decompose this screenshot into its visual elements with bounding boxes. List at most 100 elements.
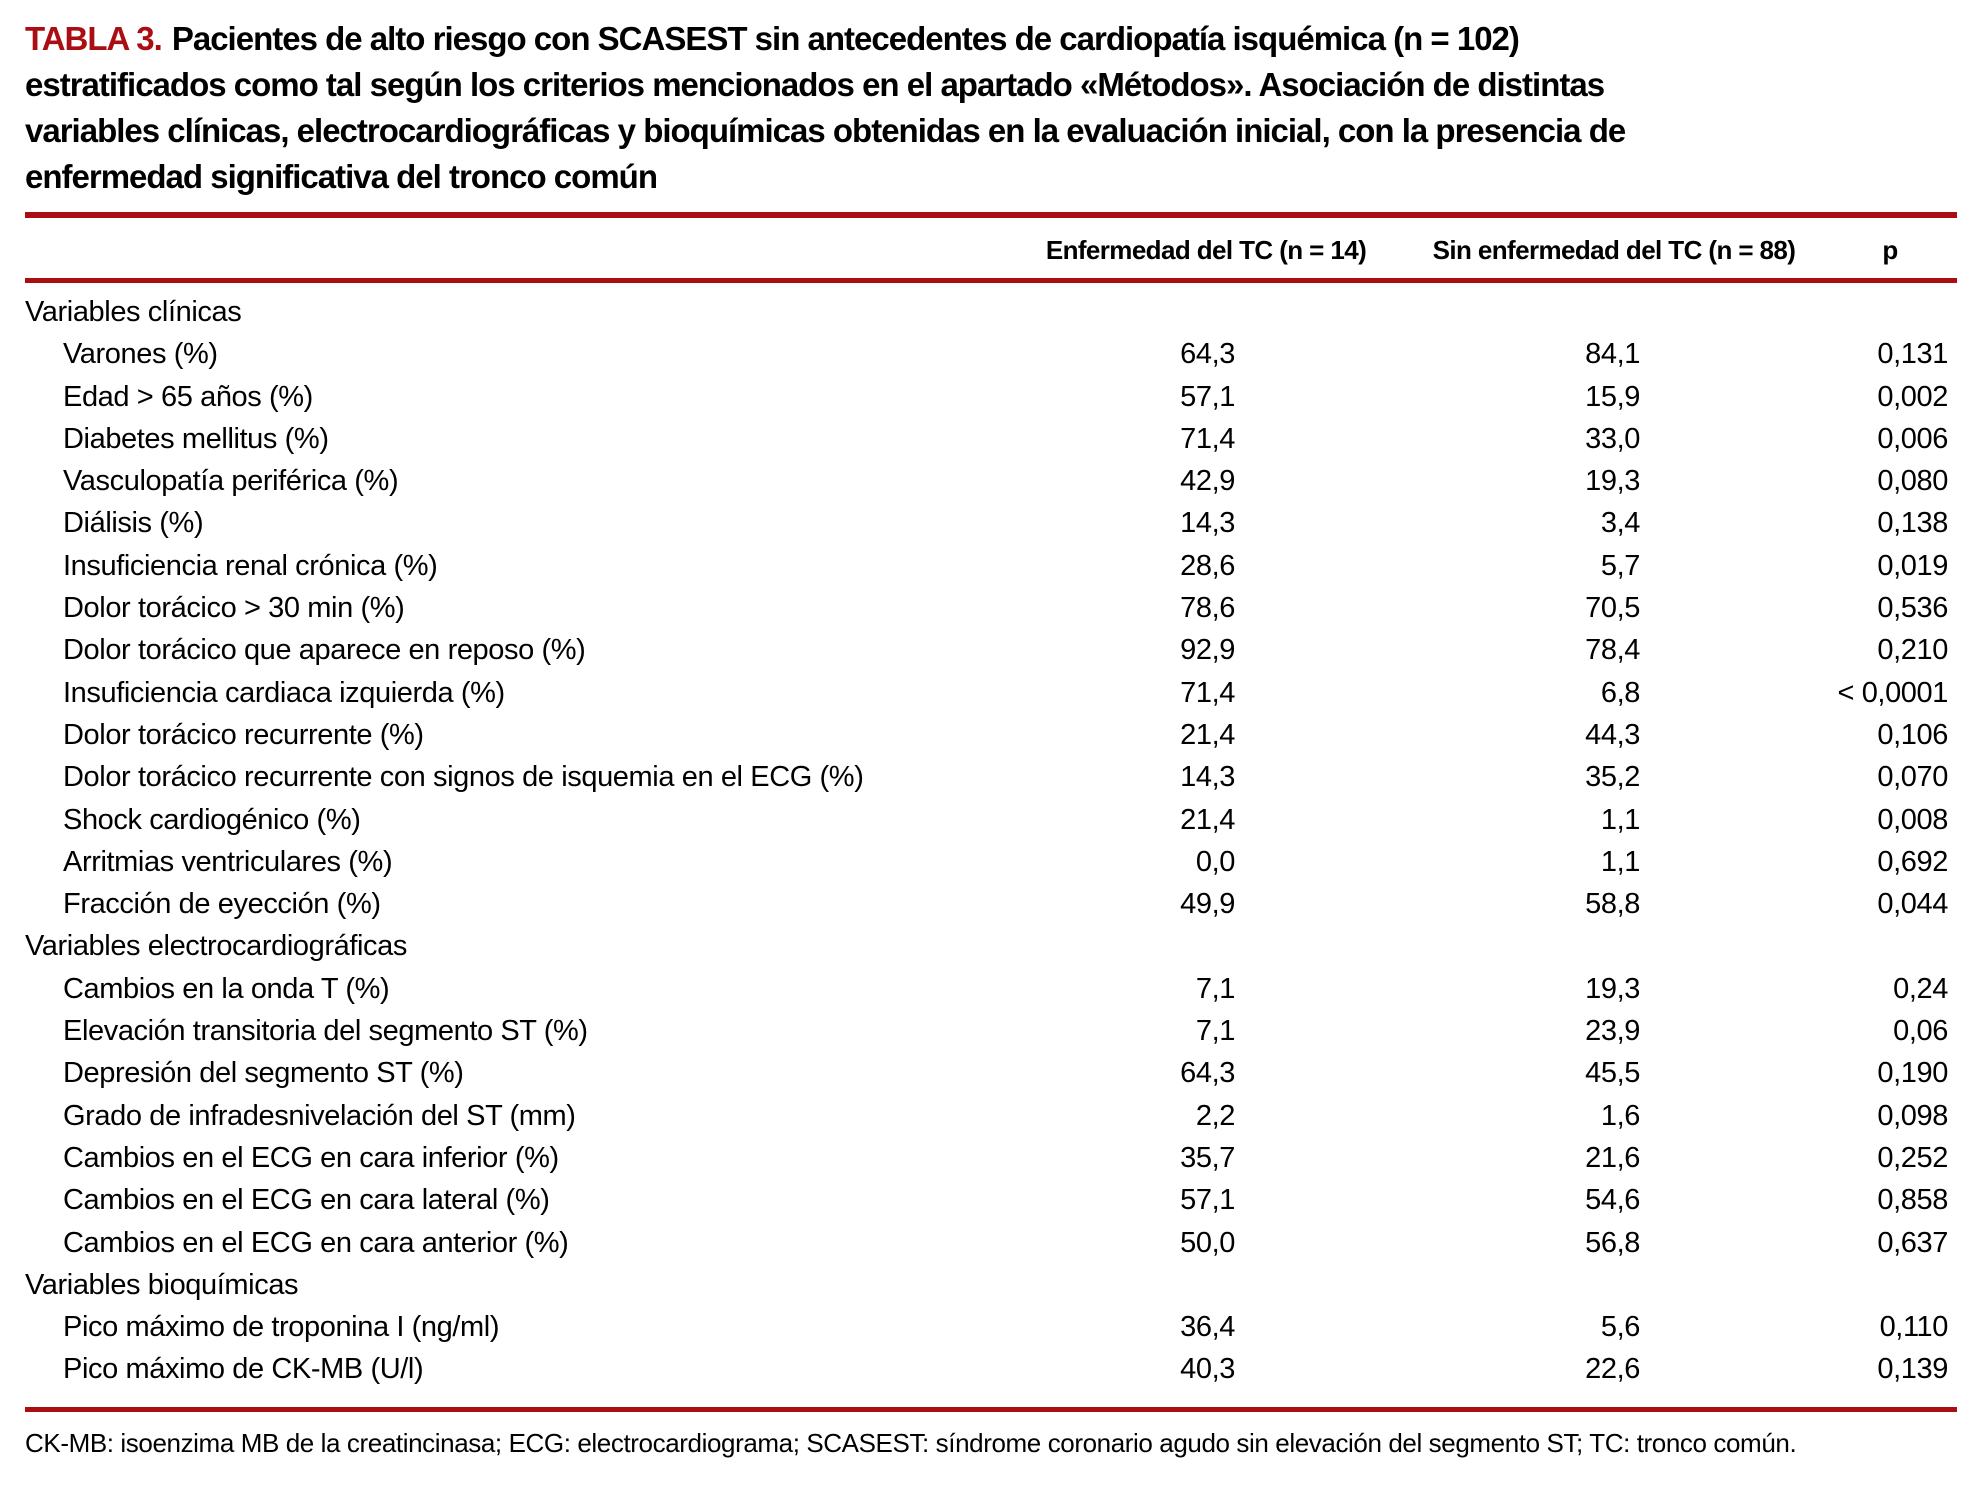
table-row: Cambios en la onda T (%) 7,1 19,3 0,24 xyxy=(25,968,1957,1010)
value-p: 0,190 xyxy=(1877,1057,1948,1090)
value-enfermedad-tc: 35,7 xyxy=(1180,1141,1235,1174)
value-p: 0,138 xyxy=(1877,507,1948,540)
value-p: 0,131 xyxy=(1877,338,1948,371)
table-number-label: TABLA 3. xyxy=(25,20,163,57)
table-row: Elevación transitoria del segmento ST (%… xyxy=(25,1010,1957,1052)
row-label: Arritmias ventriculares (%) xyxy=(63,845,393,878)
value-p: 0,139 xyxy=(1877,1353,1948,1386)
value-p xyxy=(1640,1264,1957,1306)
table-row: Pico máximo de troponina I (ng/ml) 36,4 5,… xyxy=(25,1306,1957,1348)
table-row: Insuficiencia renal crónica (%) 28,6 5,7 0,… xyxy=(25,545,1957,587)
value-sin-enfermedad-tc: 33,0 xyxy=(1585,422,1640,455)
divider-top xyxy=(25,212,1957,218)
table-title: TABLA 3. Pacientes de alto riesgo con SCA… xyxy=(25,0,1957,200)
table-row: Dolor torácico recurrente (%) 21,4 44,3 0,1… xyxy=(25,714,1957,756)
section-name: Variables clínicas xyxy=(25,296,242,328)
row-label: Cambios en el ECG en cara anterior (%) xyxy=(63,1226,569,1259)
row-label: Vasculopatía periférica (%) xyxy=(63,465,399,498)
value-sin-enfermedad-tc: 1,1 xyxy=(1600,845,1641,878)
column-header-sin-enfermedad-tc: Sin enfermedad del TC (n = 88) xyxy=(1432,235,1796,265)
row-label: Insuficiencia cardiaca izquierda (%) xyxy=(63,676,505,709)
column-header-enfermedad-tc: Enfermedad del TC (n = 14) xyxy=(1045,235,1367,265)
footnote: CK-MB: isoenzima MB de la creatincinasa;… xyxy=(25,1427,1797,1458)
value-enfermedad-tc: 42,9 xyxy=(1180,465,1235,498)
table-row: Fracción de eyección (%) 49,9 58,8 0,044 xyxy=(25,883,1957,925)
title-text-2: estratificados como tal según los criter… xyxy=(25,66,1605,103)
table-row: Cambios en el ECG en cara inferior (%) 35… xyxy=(25,1137,1957,1179)
value-p: 0,637 xyxy=(1877,1226,1948,1259)
row-label: Depresión del segmento ST (%) xyxy=(63,1057,464,1090)
row-label: Shock cardiogénico (%) xyxy=(63,803,361,836)
table-row: Dolor torácico recurrente con signos de … xyxy=(25,756,1957,798)
table-row: Depresión del segmento ST (%) 64,3 45,5 0,1… xyxy=(25,1052,1957,1094)
value-sin-enfermedad-tc xyxy=(1235,925,1640,967)
row-label: Elevación transitoria del segmento ST (%… xyxy=(63,1015,588,1048)
value-p: 0,06 xyxy=(1893,1015,1948,1048)
table-row: Diabetes mellitus (%) 71,4 33,0 0,006 xyxy=(25,418,1957,460)
value-sin-enfermedad-tc: 1,1 xyxy=(1600,803,1641,836)
row-label: Grado de infradesnivelación del ST (mm) xyxy=(63,1099,576,1132)
value-sin-enfermedad-tc: 23,9 xyxy=(1585,1015,1640,1048)
value-enfermedad-tc: 0,0 xyxy=(1195,845,1236,878)
value-enfermedad-tc: 40,3 xyxy=(1180,1353,1235,1386)
table-body: Variables clínicas Varones (%) 64,3 84,1 0,1… xyxy=(25,291,1957,1391)
value-sin-enfermedad-tc: 21,6 xyxy=(1585,1141,1640,1174)
value-sin-enfermedad-tc xyxy=(1235,291,1640,333)
value-enfermedad-tc: 57,1 xyxy=(1180,1184,1235,1217)
row-label: Edad > 65 años (%) xyxy=(63,380,313,413)
row-label: Pico máximo de troponina I (ng/ml) xyxy=(63,1311,500,1344)
value-p: 0,110 xyxy=(1879,1311,1949,1344)
table-row: Insuficiencia cardiaca izquierda (%) 71,4… xyxy=(25,672,1957,714)
value-enfermedad-tc xyxy=(1010,291,1235,333)
value-sin-enfermedad-tc: 19,3 xyxy=(1585,972,1640,1005)
value-p: 0,019 xyxy=(1877,549,1948,582)
section-name: Variables electrocardiográficas xyxy=(25,930,407,963)
row-label: Insuficiencia renal crónica (%) xyxy=(63,549,438,582)
table-row: Cambios en el ECG en cara lateral (%) 57,… xyxy=(25,1179,1957,1221)
value-sin-enfermedad-tc: 45,5 xyxy=(1585,1057,1640,1090)
section-name: Variables bioquímicas xyxy=(25,1268,299,1301)
value-enfermedad-tc: 71,4 xyxy=(1180,422,1235,455)
title-text-3: variables clínicas, electrocardiográfica… xyxy=(25,112,1626,149)
value-p: 0,106 xyxy=(1877,718,1948,751)
value-sin-enfermedad-tc: 84,1 xyxy=(1585,338,1640,371)
value-enfermedad-tc: 50,0 xyxy=(1180,1226,1235,1259)
table-row: Pico máximo de CK-MB (U/l) 40,3 22,6 0,139 xyxy=(25,1348,1957,1390)
value-sin-enfermedad-tc: 44,3 xyxy=(1585,718,1640,751)
row-label: Dolor torácico que aparece en reposo (%) xyxy=(63,634,586,667)
row-label: Dolor torácico > 30 min (%) xyxy=(63,592,405,625)
value-enfermedad-tc: 57,1 xyxy=(1180,380,1235,413)
value-enfermedad-tc: 71,4 xyxy=(1180,676,1235,709)
value-sin-enfermedad-tc: 54,6 xyxy=(1585,1184,1640,1217)
row-label: Dolor torácico recurrente (%) xyxy=(63,718,424,751)
row-label: Cambios en el ECG en cara lateral (%) xyxy=(63,1184,550,1217)
row-label: Varones (%) xyxy=(63,338,218,371)
value-sin-enfermedad-tc: 1,6 xyxy=(1600,1099,1641,1132)
value-p xyxy=(1640,925,1957,967)
divider-bottom xyxy=(25,1406,1957,1412)
value-p: 0,24 xyxy=(1893,972,1948,1005)
value-p: 0,080 xyxy=(1877,465,1948,498)
value-p: 0,008 xyxy=(1877,803,1948,836)
section-header-row: Variables electrocardiográficas xyxy=(25,925,1957,967)
value-sin-enfermedad-tc: 22,6 xyxy=(1585,1353,1640,1386)
value-enfermedad-tc: 64,3 xyxy=(1180,338,1235,371)
value-sin-enfermedad-tc xyxy=(1235,1264,1640,1306)
row-label: Dolor torácico recurrente con signos de … xyxy=(63,761,864,794)
value-p: 0,002 xyxy=(1877,380,1948,413)
row-label: Cambios en el ECG en cara inferior (%) xyxy=(63,1141,559,1174)
value-sin-enfermedad-tc: 58,8 xyxy=(1585,888,1640,921)
value-enfermedad-tc: 2,2 xyxy=(1195,1099,1236,1132)
value-sin-enfermedad-tc: 70,5 xyxy=(1585,592,1640,625)
table-row: Dolor torácico > 30 min (%) 78,6 70,5 0,536 xyxy=(25,587,1957,629)
section-header-row: Variables bioquímicas xyxy=(25,1264,1957,1306)
value-sin-enfermedad-tc: 5,6 xyxy=(1600,1311,1641,1344)
value-sin-enfermedad-tc: 35,2 xyxy=(1585,761,1640,794)
value-enfermedad-tc xyxy=(1010,1264,1235,1306)
table-row: Dolor torácico que aparece en reposo (%)… xyxy=(25,629,1957,671)
section-header-row: Variables clínicas xyxy=(25,291,1957,333)
title-line: TABLA 3. Pacientes de alto riesgo con SCA… xyxy=(25,16,1957,62)
table-row: Vasculopatía periférica (%) 42,9 19,3 0,080 xyxy=(25,460,1957,502)
value-p: 0,044 xyxy=(1877,888,1948,921)
